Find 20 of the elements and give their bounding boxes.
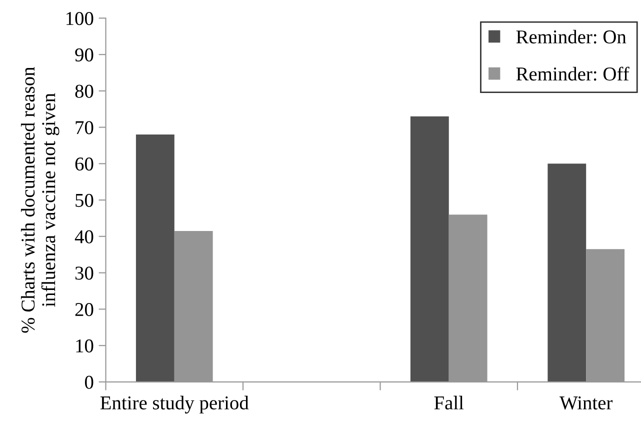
y-tick-label: 20 — [75, 302, 94, 316]
y-tick-label: 0 — [84, 376, 94, 389]
bar — [136, 134, 174, 382]
y-tick-label: 60 — [75, 157, 94, 171]
y-tick-label: 70 — [76, 121, 94, 134]
y-tick-label: 90 — [75, 48, 94, 62]
x-tick-label: Entire study period — [100, 396, 249, 414]
legend-label: Reminder: Off — [516, 66, 630, 81]
bar — [548, 164, 586, 382]
y-tick-label: 10 — [76, 339, 94, 352]
x-tick-label: Winter — [560, 396, 613, 410]
legend-label: Reminder: On — [516, 30, 626, 44]
y-tick-label: 30 — [75, 266, 94, 280]
y-tick-label: 80 — [75, 84, 94, 98]
y-tick-label: 40 — [74, 230, 94, 244]
y-axis-title: % Charts with documented reason influenza vaccine not given — [20, 66, 60, 333]
bar — [410, 116, 449, 382]
x-tick-label: Fall — [434, 396, 464, 410]
y-tick-label: 50 — [76, 194, 94, 207]
y-tick-label: 100 — [66, 12, 94, 26]
